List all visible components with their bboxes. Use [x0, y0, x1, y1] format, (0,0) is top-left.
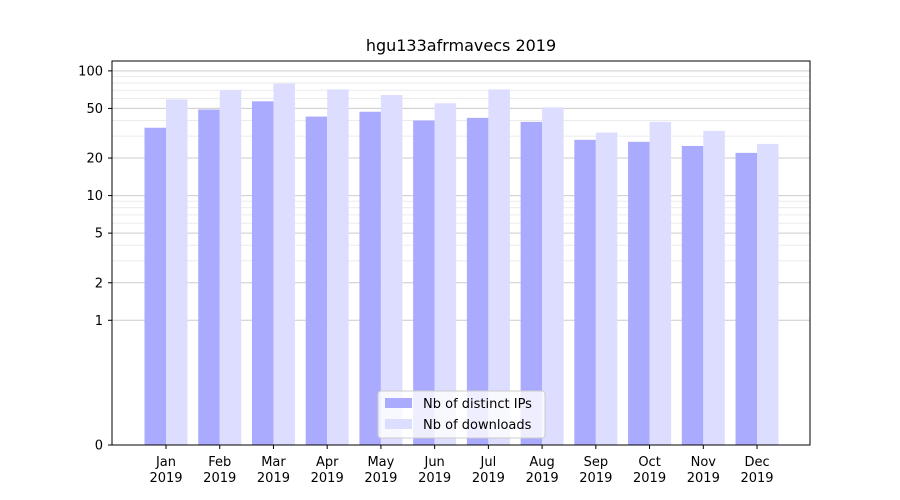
x-tick-label: Sep 2019 — [579, 455, 612, 486]
bar-distinct-ips — [198, 109, 220, 445]
bar-downloads — [380, 95, 403, 446]
y-tick-label: 1 — [95, 314, 103, 329]
bar-downloads — [488, 89, 510, 445]
x-tick-label: Dec 2019 — [740, 455, 773, 486]
y-tick-label: 20 — [86, 152, 103, 167]
bar-downloads — [273, 83, 295, 445]
x-tick-label: Aug 2019 — [526, 455, 559, 486]
x-tick-label: Feb 2019 — [203, 455, 236, 486]
x-tick-label: Nov 2019 — [687, 455, 720, 486]
bar-downloads — [542, 107, 564, 445]
bar-downloads — [703, 130, 725, 445]
bar-downloads — [219, 90, 242, 445]
bar-downloads — [649, 121, 672, 445]
bar-distinct-ips — [628, 141, 650, 445]
bar-downloads — [757, 143, 779, 446]
bar-distinct-ips — [305, 116, 328, 445]
bar-distinct-ips — [574, 139, 596, 445]
bar-downloads — [595, 132, 618, 446]
bars-layer — [144, 83, 779, 446]
bar-distinct-ips — [681, 145, 704, 446]
bar-downloads — [434, 103, 457, 446]
y-tick-label: 50 — [86, 102, 103, 117]
bar-downloads — [166, 99, 188, 446]
y-tick-label: 0 — [95, 439, 103, 454]
x-tick-label: Jan 2019 — [149, 455, 182, 486]
x-tick-label: Oct 2019 — [633, 455, 666, 486]
x-tick-label: Jul 2019 — [472, 455, 505, 486]
x-tick-label: Apr 2019 — [311, 455, 344, 486]
bar-distinct-ips — [520, 121, 543, 445]
y-tick-label: 10 — [86, 189, 103, 204]
bar-distinct-ips — [359, 111, 381, 445]
y-tick-label: 5 — [95, 227, 103, 242]
legend-swatch — [385, 398, 412, 408]
bar-downloads — [327, 89, 349, 445]
x-tick-label: Mar 2019 — [257, 455, 290, 486]
bar-distinct-ips — [144, 127, 166, 445]
bar-distinct-ips — [251, 101, 274, 446]
legend-swatch — [385, 419, 412, 429]
legend-frame — [377, 390, 546, 439]
legend-label: Nb of downloads — [423, 418, 532, 433]
y-tick-label: 2 — [95, 276, 103, 291]
chart-title: hgu133afrmavecs 2019 — [366, 36, 556, 55]
legend: Nb of distinct IPs Nb of downloads — [377, 390, 546, 439]
ticks-layer: 0 1 2 5 10 20 50 100 Jan 2019 Feb 2019 Mar 2019 Apr 201… — [78, 64, 773, 486]
legend-label: Nb of distinct IPs — [423, 397, 532, 412]
bar-distinct-ips — [413, 120, 435, 445]
plot-frame — [111, 60, 811, 446]
x-tick-label: Jun 2019 — [418, 455, 451, 486]
bar-distinct-ips — [735, 152, 758, 445]
bar-distinct-ips — [466, 117, 489, 445]
y-tick-label: 100 — [78, 64, 103, 79]
x-tick-label: May 2019 — [364, 455, 397, 486]
